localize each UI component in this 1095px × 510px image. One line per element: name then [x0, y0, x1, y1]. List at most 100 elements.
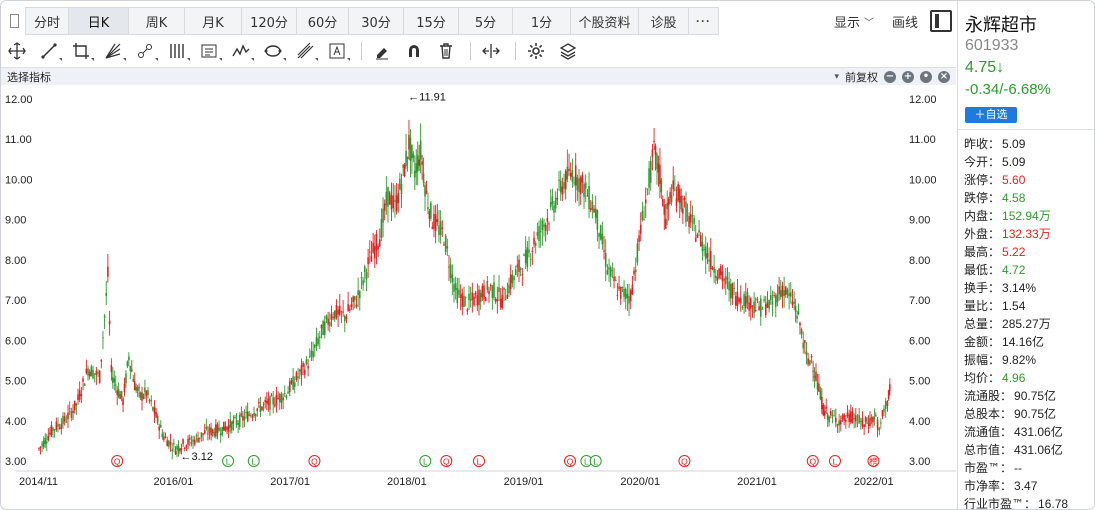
x-tick-label: 2016/01 [154, 476, 194, 488]
price-value: 4.75 [965, 59, 997, 76]
cycle-icon[interactable] [259, 39, 287, 63]
event-marker-label: L [584, 457, 589, 467]
event-marker [419, 455, 432, 467]
zoom-out-icon[interactable]: − [884, 70, 896, 83]
y-tick-label-left: 11.00 [5, 134, 32, 146]
quote-row: 内盘： 152.94万 [964, 207, 1094, 225]
text-list-icon[interactable] [195, 39, 223, 63]
line-icon[interactable] [35, 39, 63, 63]
event-marker-label: L [833, 457, 838, 467]
event-marker [867, 455, 880, 467]
stock-price: 4.75↓ [965, 59, 1004, 77]
quote-label: 内盘： [964, 209, 1001, 223]
wave-icon[interactable] [227, 39, 255, 63]
zoom-in-icon[interactable]: + [902, 70, 914, 83]
quote-row: 均价： 4.96 [964, 369, 1094, 387]
toolbar-separator [470, 42, 471, 60]
quote-value: 90.75亿 [1014, 389, 1057, 403]
quote-value: 90.75亿 [1014, 407, 1057, 421]
y-tick-label-right: 11.00 [909, 134, 936, 146]
y-tick-label-left: 10.00 [5, 174, 33, 186]
event-marker-label: 榜 [869, 457, 878, 467]
tab-6[interactable]: 30分 [349, 7, 404, 35]
tab-8[interactable]: 5分 [459, 7, 513, 35]
quote-value: 152.94万 [1002, 209, 1051, 223]
tabs: 分时 日K 周K 月K 120分 60分 30分 15分 5分 1分 个股资料 诊股 [25, 7, 689, 35]
link-icon[interactable] [131, 39, 159, 63]
quote-row: 今开： 5.09 [964, 153, 1094, 171]
price-extreme-label: ←11.91 [408, 92, 446, 104]
quote-row: 市盈™： -- [964, 459, 1094, 477]
quote-row: 换手： 3.14% [964, 279, 1094, 297]
event-marker [589, 455, 602, 467]
event-marker [247, 455, 260, 467]
gear-icon[interactable]: • [920, 70, 932, 83]
tab-2[interactable]: 周K [129, 7, 185, 35]
quote-row: 总量： 285.27万 [964, 315, 1094, 333]
collapse-sidebar-icon[interactable] [3, 7, 25, 35]
crosshair-icon[interactable] [3, 39, 31, 63]
event-marker [222, 455, 235, 467]
event-marker-label: L [423, 457, 428, 467]
indicator-select[interactable]: 选择指标 [7, 70, 51, 84]
more-tabs-button[interactable]: ··· [689, 7, 719, 35]
magnet-icon[interactable] [400, 39, 428, 63]
divider [958, 129, 1094, 130]
tab-9[interactable]: 1分 [513, 7, 571, 35]
quote-label: 总市值： [964, 443, 1013, 457]
tab-4[interactable]: 120分 [242, 7, 297, 35]
tab-11[interactable]: 诊股 [639, 7, 689, 35]
quote-row: 昨收： 5.09 [964, 135, 1094, 153]
add-watchlist-button[interactable]: ＋自选 [965, 107, 1017, 123]
y-tick-label-left: 6.00 [5, 335, 26, 347]
quote-value: -- [1014, 461, 1023, 475]
text-box-icon[interactable] [323, 39, 351, 63]
quote-value: 5.09 [1002, 155, 1026, 169]
quote-row: 行业市盈™： 16.78 [964, 495, 1094, 510]
draw-line-button[interactable]: 画线 [891, 15, 918, 31]
event-marker [111, 455, 124, 467]
fit-icon[interactable] [477, 39, 505, 63]
quote-value: 132.33万 [1002, 227, 1051, 241]
eraser-icon[interactable] [368, 39, 396, 63]
y-tick-label-right: 4.00 [909, 416, 930, 428]
quote-value: 5.09 [1002, 137, 1026, 151]
tab-1[interactable]: 日K [69, 7, 129, 35]
quote-label: 总量： [964, 317, 1001, 331]
crop-icon[interactable] [67, 39, 95, 63]
tab-5[interactable]: 60分 [297, 7, 349, 35]
adjust-mode-select[interactable]: 前复权 [845, 70, 878, 84]
quote-label: 市净率： [964, 479, 1013, 493]
parallel-icon[interactable] [163, 39, 191, 63]
gear-icon[interactable] [522, 39, 550, 63]
event-marker-label: Q [681, 457, 688, 467]
trash-icon[interactable] [432, 39, 460, 63]
y-tick-label-right: 6.00 [909, 335, 930, 347]
quote-row: 量比： 1.54 [964, 297, 1094, 315]
event-marker [806, 455, 819, 467]
quote-row: 市净率： 3.47 [964, 477, 1094, 495]
y-tick-label-left: 5.00 [5, 376, 26, 388]
event-marker [308, 455, 321, 467]
event-marker [678, 455, 691, 467]
tab-3[interactable]: 月K [185, 7, 242, 35]
layers-icon[interactable] [554, 39, 582, 63]
fork-icon[interactable] [291, 39, 319, 63]
event-marker-label: Q [809, 457, 816, 467]
event-marker-label: Q [567, 457, 574, 467]
quote-label: 总股本： [964, 407, 1013, 421]
panel-toggle-icon[interactable] [930, 10, 952, 32]
close-icon[interactable]: × [938, 70, 950, 83]
event-marker [564, 455, 577, 467]
quote-label: 市盈™： [964, 461, 1013, 475]
y-tick-label-right: 5.00 [909, 376, 930, 388]
kline-chart[interactable]: 12.00 12.00 11.00 11.00 10.00 10.00 9.00 9.00 8.… [1, 85, 956, 491]
quote-label: 行业市盈™： [964, 497, 1037, 510]
display-menu-button[interactable]: 显示 ﹀ [824, 7, 884, 35]
y-tick-label-left: 4.00 [5, 416, 26, 428]
tab-10[interactable]: 个股资料 [571, 7, 639, 35]
tab-7[interactable]: 15分 [404, 7, 459, 35]
quote-value: 4.72 [1002, 263, 1026, 277]
tab-0[interactable]: 分时 [25, 7, 69, 35]
fan-icon[interactable] [99, 39, 127, 63]
